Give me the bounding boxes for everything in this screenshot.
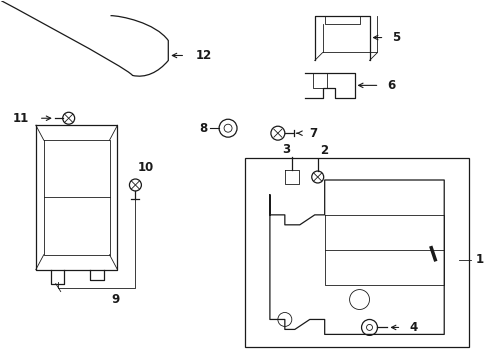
Text: 1: 1 [475,253,483,266]
Bar [244,158,468,347]
Text: 2: 2 [319,144,327,157]
Text: 5: 5 [392,31,400,44]
Text: 8: 8 [199,122,207,135]
Text: 7: 7 [308,127,316,140]
Text: 11: 11 [13,112,29,125]
Text: 3: 3 [281,143,289,156]
Text: 6: 6 [386,79,395,92]
Text: 10: 10 [137,161,153,174]
Text: 9: 9 [111,293,120,306]
Text: 4: 4 [408,321,417,334]
Text: 12: 12 [196,49,212,62]
